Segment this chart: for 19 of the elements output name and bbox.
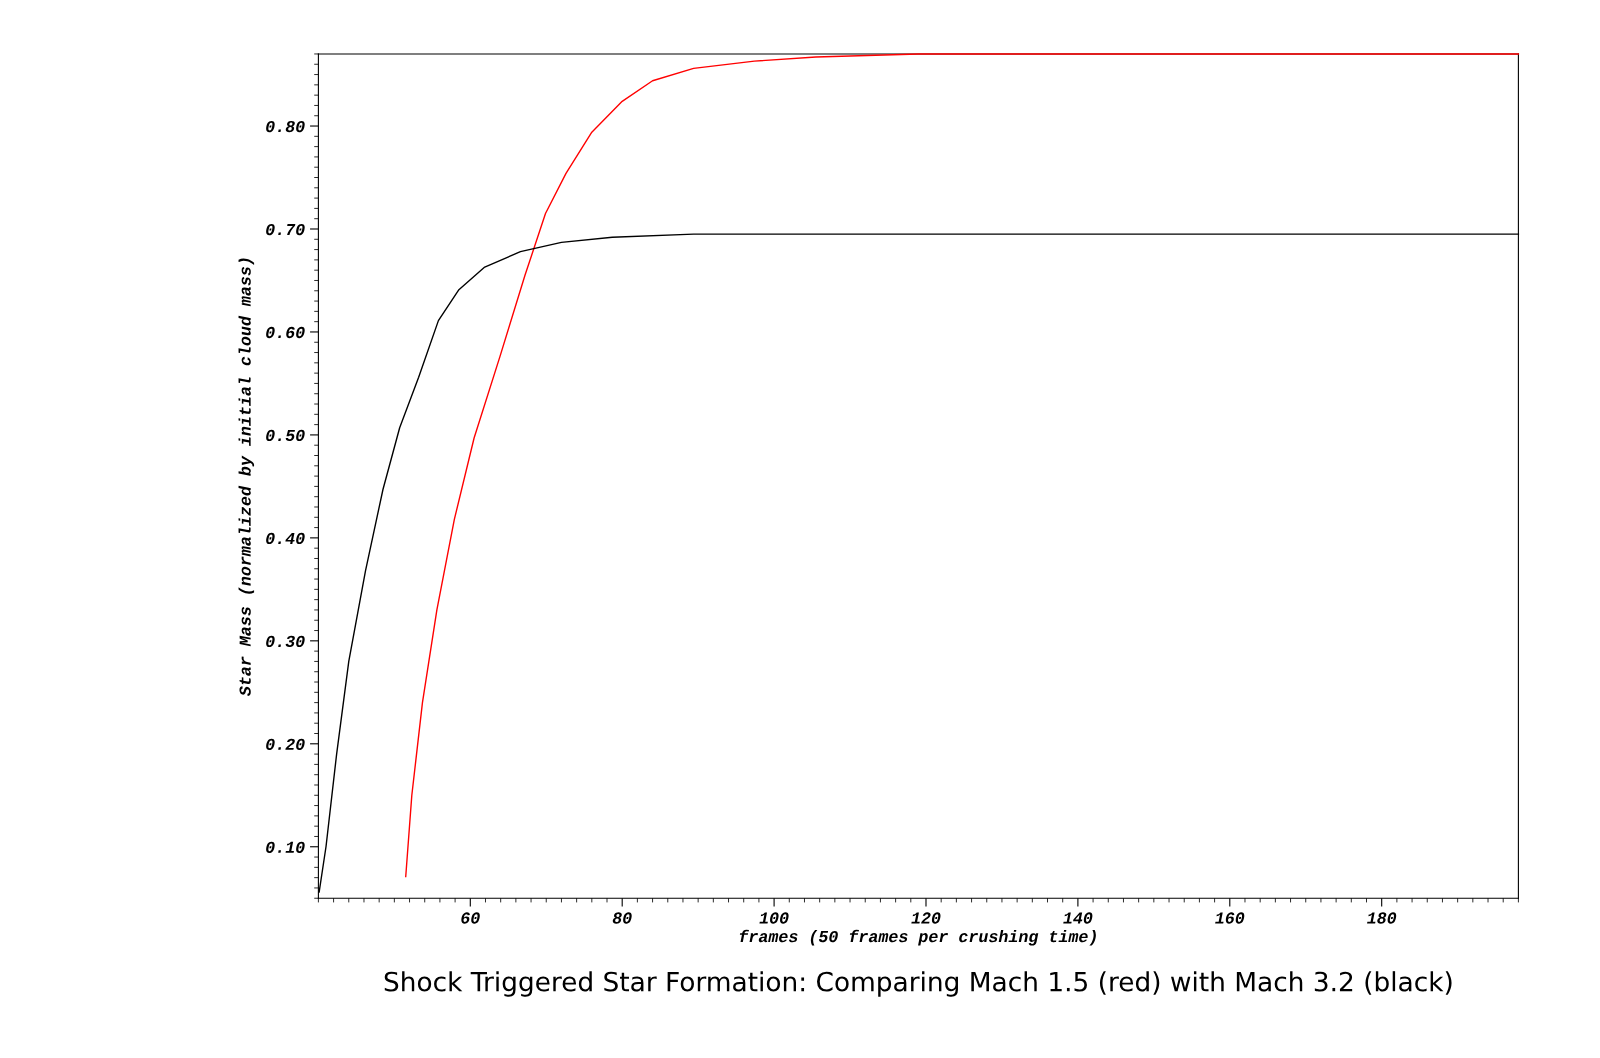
y-tick-label: 0.80 (266, 120, 305, 133)
x-tick-label: 100 (759, 912, 789, 924)
x-tick-label: 140 (1063, 912, 1093, 924)
y-tick-label: 0.60 (266, 326, 305, 339)
x-tick-label: 160 (1215, 912, 1245, 924)
y-tick-label: 0.10 (266, 841, 305, 853)
x-tick-label: 120 (911, 912, 941, 924)
y-tick-label: 0.70 (266, 223, 305, 236)
line-series (405, 53, 1520, 878)
y-tick-label: 0.40 (266, 532, 305, 545)
y-axis-title: Star Mass (normalized by initial cloud mass) (238, 258, 255, 697)
text: Shock Triggered Star Formation: Comparing Mach 1.5 (red) with Mach 3.2 (black) (384, 971, 1452, 997)
y-tick-label: 0.20 (266, 738, 305, 750)
x-tick-label: 80 (612, 912, 632, 924)
x-tick-label: 60 (461, 912, 480, 924)
x-tick-label: 180 (1367, 912, 1397, 924)
x-axis-title: frames (50 frames per crushing time) (739, 929, 1096, 946)
y-tick-label: 0.50 (266, 429, 305, 442)
y-tick-label: 0.30 (266, 635, 305, 648)
